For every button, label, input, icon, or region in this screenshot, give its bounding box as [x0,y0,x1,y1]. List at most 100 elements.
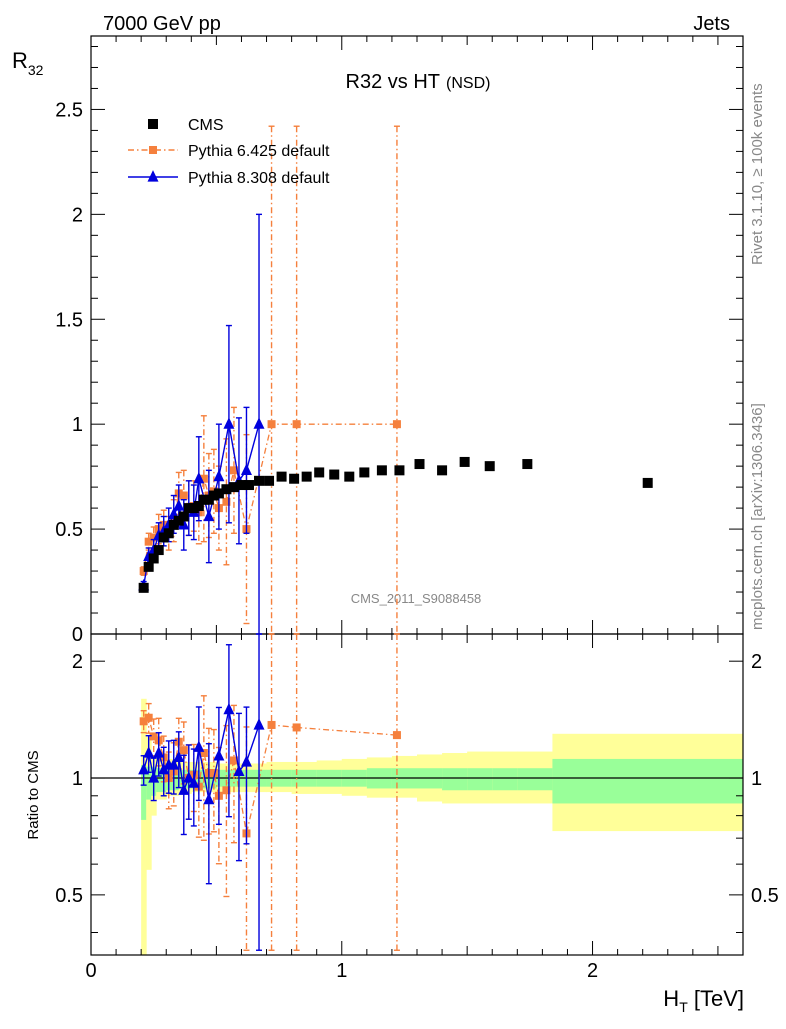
pythia6-ratio-marker [229,756,238,765]
analysis-label: CMS_2011_S9088458 [351,591,482,606]
rivet-label: Rivet 3.1.10, ≥ 100k events [749,83,766,265]
uncertainty-band-inner [552,758,744,804]
x-axis-label: HT [TeV] [663,986,744,1015]
y-tick-label: 1.5 [55,309,83,331]
pythia6-ratio-marker [179,746,188,755]
pythia8-marker [253,417,265,429]
pythia8-ratio-marker [188,776,200,788]
cms-marker [148,553,159,564]
pythia8-ratio-marker [168,758,180,770]
pythia6-ratio-line [143,716,397,834]
cms-marker [359,467,370,478]
pythia8-ratio-marker [178,783,190,795]
cms-marker [188,503,199,514]
pythia8-ratio-marker [148,771,160,783]
ratio-panel: 0 1 2 0.5 0.5 1 1 2 2 [55,633,779,982]
y-tick-label: 0 [72,624,83,646]
pythia8-ratio-marker [240,755,252,767]
ratio-tick-label: 0.5 [751,885,779,907]
pythia8-marker [193,471,205,484]
cms-marker [394,465,405,476]
uncertainty-band-inner [141,765,147,820]
pythia8-ratio-marker [143,746,155,758]
uncertainty-band-inner [517,768,553,791]
pythia8-marker [178,518,190,530]
cms-marker [243,480,254,491]
pythia8-ratio-marker [253,718,265,730]
cms-marker [459,456,470,467]
pythia6-marker [292,420,301,429]
cms-marker [289,473,300,484]
cms-marker [153,545,164,556]
pythia8-ratio-marker [183,771,195,783]
cms-marker [168,519,179,530]
pythia6-ratio-marker [292,723,301,732]
pythia6-ratio-marker [222,786,231,795]
cms-marker [264,475,275,486]
x-tick-label: 0 [85,960,96,982]
pythia6-ratio-marker [267,720,276,729]
x-tick-label: 2 [587,960,598,982]
cms-marker [276,471,287,482]
pythia8-ratio-marker [138,762,150,775]
uncertainty-band-outer [146,736,152,870]
uncertainty-band-inner [156,768,167,793]
cms-marker [178,511,189,522]
ratio-tick-label: 2 [72,651,83,673]
legend-pythia8-marker [147,170,159,182]
pythia8-ratio-marker [203,792,215,805]
pythia6-ratio-marker [392,731,401,740]
pythia6-line [143,423,397,572]
pythia8-marker [203,509,215,522]
cms-marker [138,582,149,593]
cms-marker [221,484,232,495]
cms-marker [414,459,425,470]
cms-marker [203,494,214,505]
pythia6-ratio-marker [209,769,218,778]
pythia8-ratio-marker [153,746,165,758]
cms-marker [344,471,355,482]
pythia8-marker [223,417,235,429]
cms-marker [437,465,448,476]
pythia6-marker [267,420,276,429]
pythia8-marker [240,463,252,475]
pythia6-ratio-marker [139,717,148,726]
y-axis-label: R32 [12,48,44,78]
ratio-tick-label: 2 [751,651,762,673]
cms-marker [163,528,174,539]
pythia6-marker [229,466,238,475]
cms-marker [314,467,325,478]
pythia6-marker [139,567,148,576]
cms-marker [173,515,184,526]
pythia6-marker [199,474,208,483]
ratio-tick-label: 1 [72,768,83,790]
cms-marker [208,490,219,501]
uncertainty-band-outer [141,698,147,955]
cms-marker [198,494,209,505]
legend-label: CMS [188,117,224,134]
cms-marker [228,482,239,493]
legend: CMS Pythia 6.425 default Pythia 8.308 defa… [128,117,330,187]
cms-marker [213,488,224,499]
pythia6-ratio-marker [144,713,153,722]
y-tick-label: 2 [72,204,83,226]
main-panel: 0 0.5 1 1.5 2 2.5 [55,35,744,646]
y-tick-label: 2.5 [55,99,83,121]
cms-marker [183,503,194,514]
pythia8-ratio-marker [173,750,185,763]
legend-label: Pythia 6.425 default [188,143,330,160]
pythia8-ratio-marker [233,764,245,777]
cms-marker [254,475,265,486]
legend-label: Pythia 8.308 default [188,170,330,187]
pythia8-marker [213,469,225,482]
cms-marker [376,465,387,476]
cms-marker [329,469,340,480]
cms-marker [143,561,154,572]
pythia6-ratio-marker [199,749,208,758]
ratio-tick-label: 0.5 [55,885,83,907]
pythia6-marker [392,420,401,429]
jets-label: Jets [693,13,730,35]
cms-marker [484,461,495,472]
